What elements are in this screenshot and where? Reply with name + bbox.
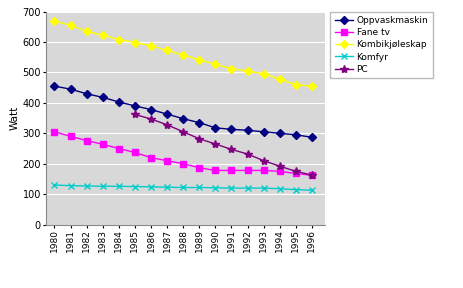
PC [212, 142, 218, 146]
Oppvaskmaskin [293, 133, 298, 137]
Fane tv [180, 162, 186, 166]
Legend: Oppvaskmaskin, Fane tv, Kombikjøleskap, Komfyr, PC: Oppvaskmaskin, Fane tv, Kombikjøleskap, … [330, 12, 432, 78]
Fane tv [132, 151, 138, 154]
Oppvaskmaskin [100, 96, 105, 99]
PC [260, 159, 266, 162]
Kombikjøleskap [164, 49, 169, 52]
Komfyr [276, 187, 282, 190]
Kombikjøleskap [196, 58, 201, 61]
Fane tv [260, 169, 266, 172]
Komfyr [293, 188, 298, 191]
Komfyr [180, 186, 186, 189]
Fane tv [100, 143, 105, 146]
Komfyr [148, 185, 153, 189]
Fane tv [196, 166, 201, 169]
Oppvaskmaskin [132, 104, 138, 108]
Komfyr [228, 186, 234, 190]
Line: Oppvaskmaskin: Oppvaskmaskin [51, 83, 314, 140]
Kombikjøleskap [100, 33, 105, 37]
Komfyr [196, 186, 201, 189]
Kombikjøleskap [228, 67, 234, 71]
Kombikjøleskap [276, 77, 282, 81]
Oppvaskmaskin [68, 88, 73, 91]
Fane tv [84, 139, 89, 142]
Kombikjøleskap [293, 83, 298, 86]
Line: PC: PC [131, 110, 315, 179]
Kombikjøleskap [116, 38, 121, 41]
Line: Komfyr: Komfyr [51, 182, 315, 194]
Kombikjøleskap [68, 24, 73, 27]
Kombikjøleskap [84, 30, 89, 33]
Komfyr [84, 184, 89, 188]
Fane tv [51, 130, 57, 134]
Komfyr [132, 185, 138, 188]
PC [132, 113, 138, 116]
PC [293, 170, 298, 173]
Oppvaskmaskin [228, 128, 234, 131]
PC [164, 123, 169, 126]
Oppvaskmaskin [164, 112, 169, 116]
Oppvaskmaskin [212, 126, 218, 130]
Fane tv [164, 159, 169, 162]
PC [148, 117, 153, 121]
Fane tv [68, 134, 73, 138]
Y-axis label: Watt: Watt [10, 106, 19, 130]
Komfyr [164, 185, 169, 189]
Komfyr [212, 186, 218, 190]
Fane tv [308, 174, 314, 177]
PC [308, 173, 314, 177]
Oppvaskmaskin [308, 136, 314, 139]
Oppvaskmaskin [196, 121, 201, 124]
PC [196, 137, 201, 141]
Komfyr [260, 186, 266, 190]
PC [244, 152, 250, 156]
Kombikjøleskap [51, 20, 57, 23]
Oppvaskmaskin [148, 108, 153, 111]
Kombikjøleskap [180, 53, 186, 57]
PC [276, 164, 282, 168]
PC [228, 148, 234, 151]
PC [180, 130, 186, 134]
Fane tv [116, 147, 121, 150]
Kombikjøleskap [244, 69, 250, 73]
Oppvaskmaskin [244, 128, 250, 132]
Komfyr [116, 185, 121, 188]
Kombikjøleskap [132, 41, 138, 44]
Kombikjøleskap [308, 84, 314, 88]
Oppvaskmaskin [260, 130, 266, 134]
Line: Kombikjøleskap: Kombikjøleskap [51, 18, 314, 89]
Fane tv [212, 169, 218, 172]
Kombikjøleskap [212, 62, 218, 66]
Fane tv [228, 169, 234, 172]
Fane tv [293, 172, 298, 175]
Komfyr [308, 189, 314, 192]
Fane tv [148, 156, 153, 159]
Fane tv [244, 169, 250, 172]
Oppvaskmaskin [84, 92, 89, 95]
Line: Fane tv: Fane tv [51, 129, 314, 178]
Kombikjøleskap [148, 44, 153, 47]
Kombikjøleskap [260, 72, 266, 76]
Komfyr [51, 183, 57, 187]
Komfyr [100, 185, 105, 188]
Oppvaskmaskin [276, 132, 282, 135]
Komfyr [244, 186, 250, 190]
Oppvaskmaskin [51, 84, 57, 88]
Fane tv [276, 170, 282, 173]
Oppvaskmaskin [116, 100, 121, 104]
Oppvaskmaskin [180, 117, 186, 120]
Komfyr [68, 184, 73, 187]
